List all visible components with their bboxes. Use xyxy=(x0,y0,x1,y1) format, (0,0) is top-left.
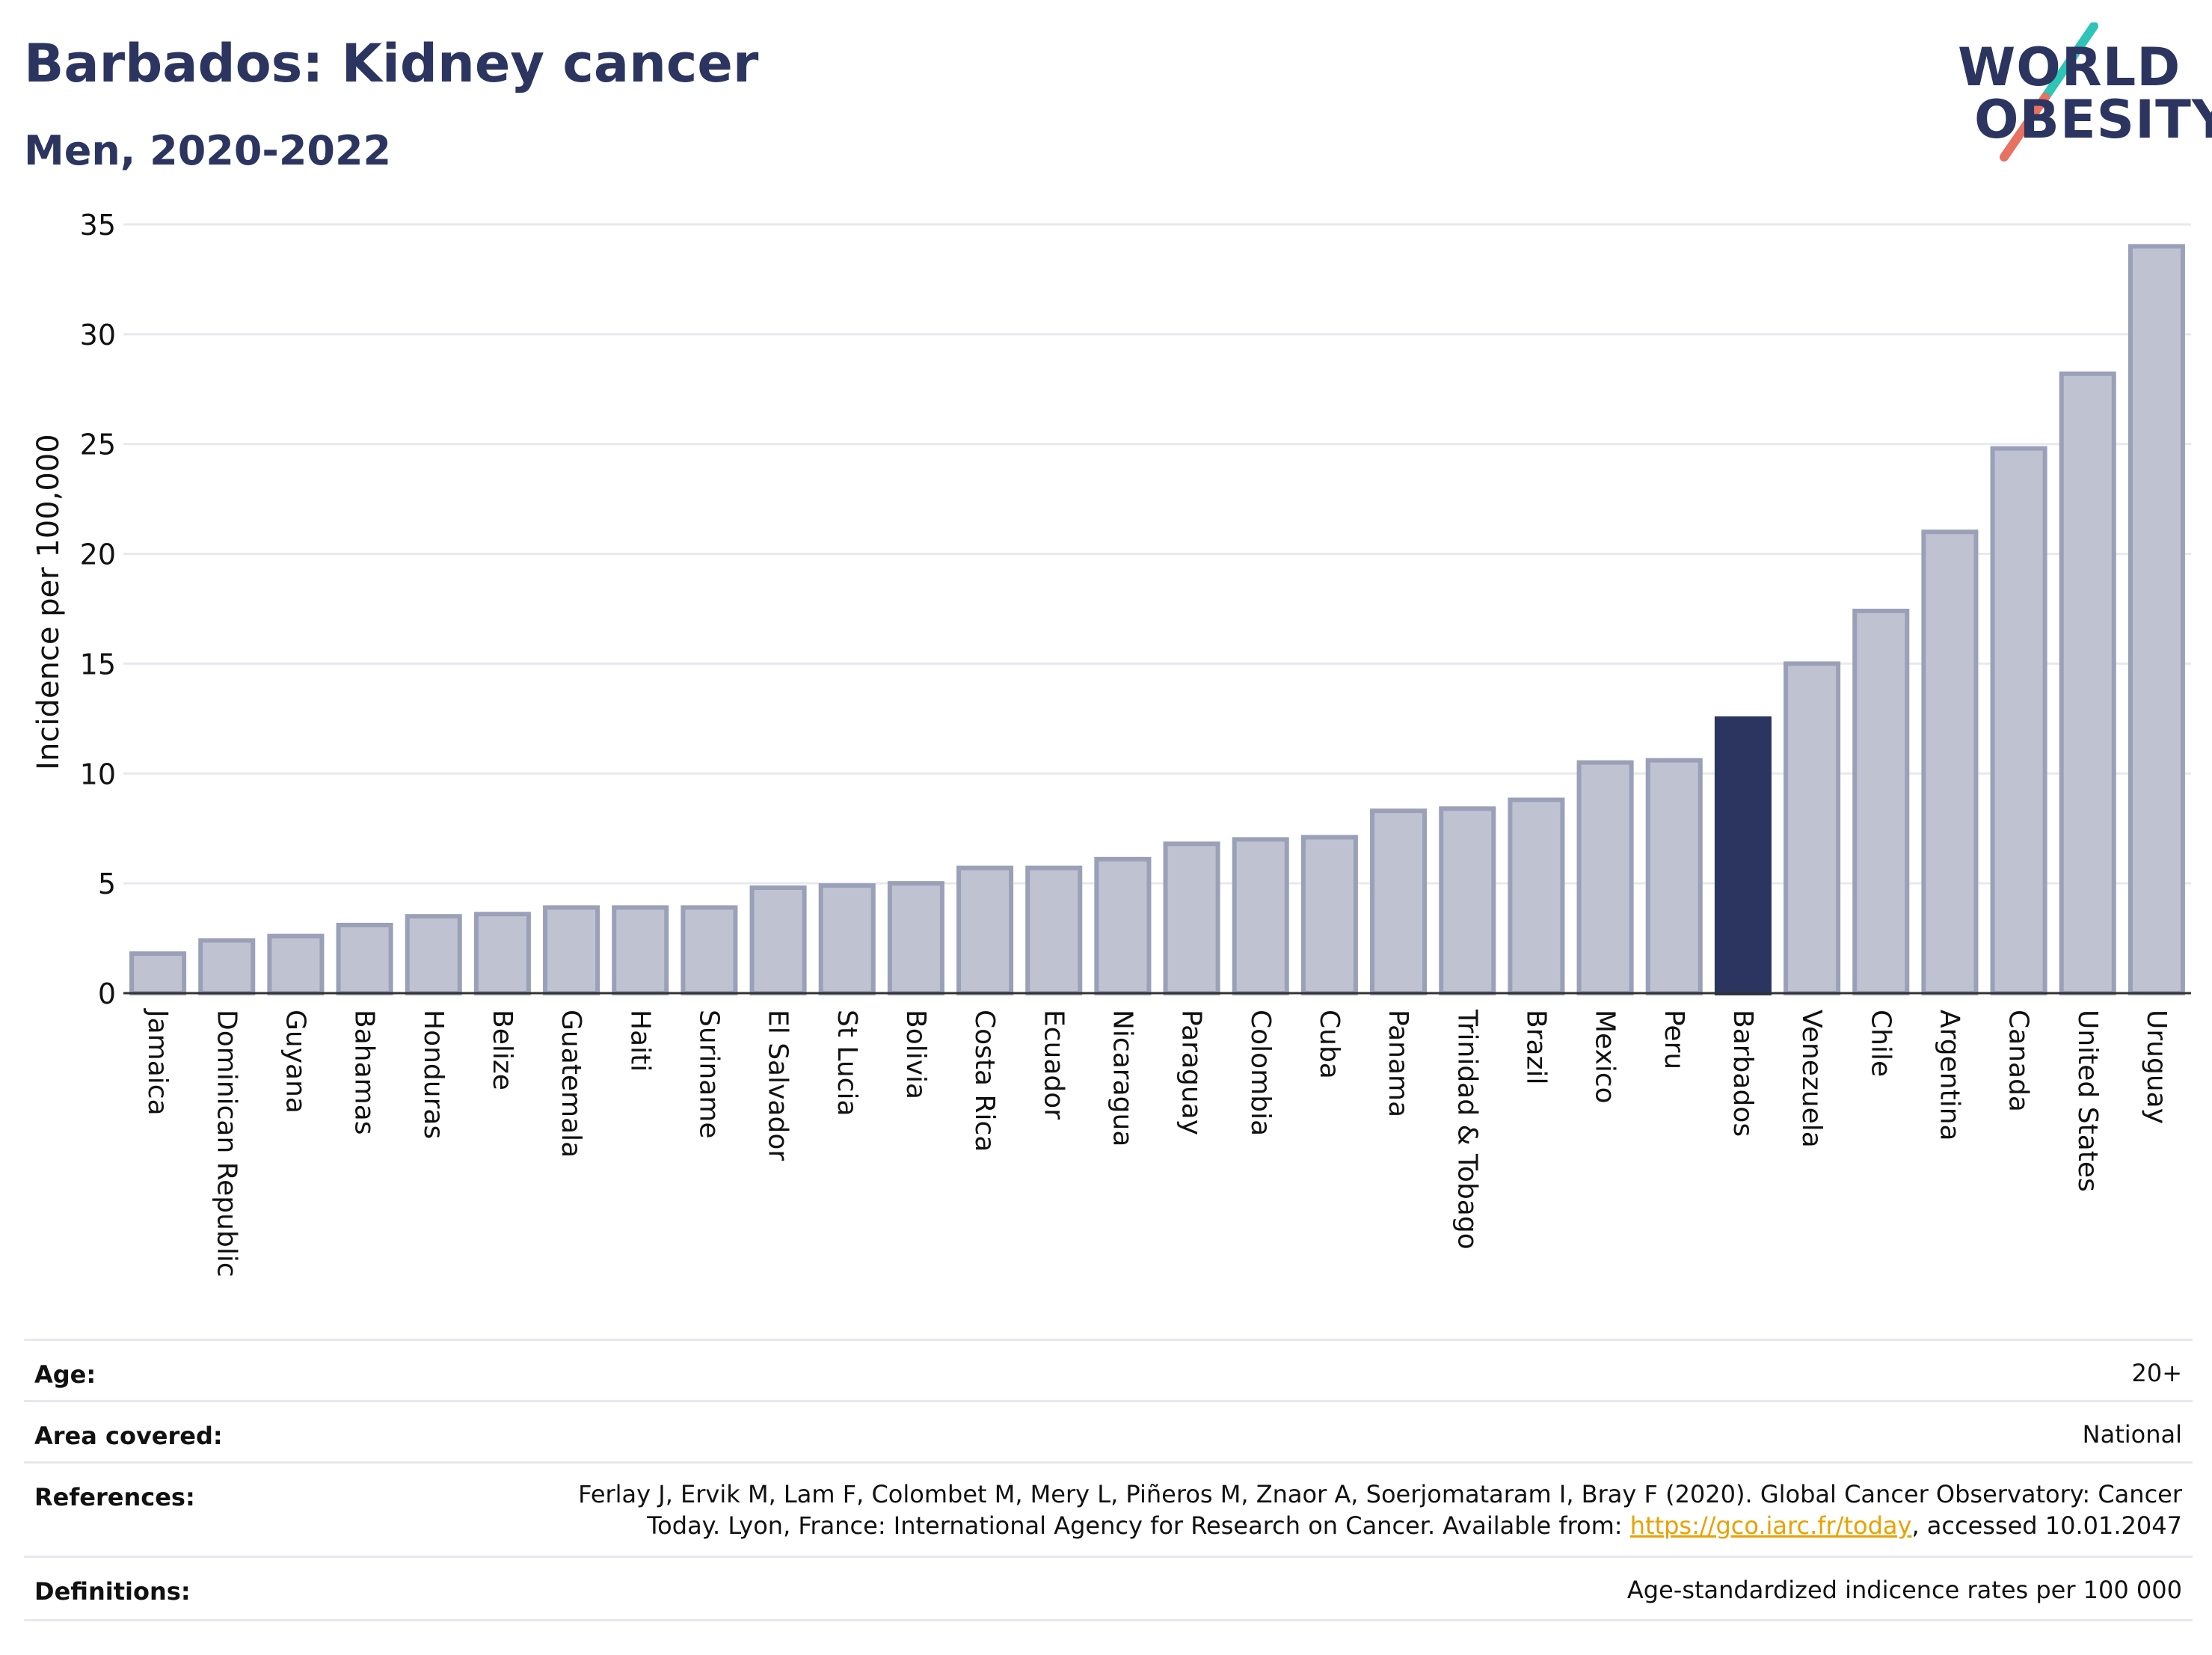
bar-honduras xyxy=(405,914,462,995)
info-row-area: Area covered: National xyxy=(24,1400,2193,1464)
info-row-age: Age: 20+ xyxy=(24,1339,2193,1402)
logo-text-world: WORLD xyxy=(1958,37,2181,98)
definitions-label: Definitions: xyxy=(34,1577,191,1606)
logo-slash-icon xyxy=(2000,22,2098,162)
bar-suriname xyxy=(681,905,738,995)
references-line2-pre: Today. Lyon, France: International Agenc… xyxy=(647,1511,1630,1540)
bar-barbados xyxy=(1714,716,1772,995)
x-tick-label: Peru xyxy=(1659,1010,1689,1069)
bar-argentina xyxy=(1921,529,1979,995)
bar-nicaragua xyxy=(1094,856,1152,995)
bar-trinidad-tobago xyxy=(1439,806,1496,996)
chart-title: Barbados: Kidney cancer xyxy=(24,33,759,94)
x-tick-label: St Lucia xyxy=(832,1010,862,1117)
x-tick-label: Argentina xyxy=(1934,1010,1964,1141)
x-tick-label: Jamaica xyxy=(142,1008,173,1116)
x-tick-label: Colombia xyxy=(1245,1010,1276,1136)
y-axis-label: Incidence per 100,000 xyxy=(31,434,66,770)
bar-guatemala xyxy=(543,905,600,995)
age-value: 20+ xyxy=(2131,1359,2182,1387)
y-tick-label: 30 xyxy=(80,319,116,351)
x-tick-label: Honduras xyxy=(418,1010,449,1139)
x-tick-label: Brazil xyxy=(1520,1010,1551,1084)
references-link[interactable]: https://gco.iarc.fr/today xyxy=(1629,1511,1912,1540)
definitions-value: Age-standardized indicence rates per 100… xyxy=(1626,1576,2182,1604)
x-tick-label: Panama xyxy=(1383,1010,1413,1117)
bar-united-states xyxy=(2059,371,2116,995)
bar-guyana xyxy=(267,933,325,995)
info-row-definitions: Definitions: Age-standardized indicence … xyxy=(24,1556,2193,1621)
x-tick-label: Belize xyxy=(487,1010,517,1090)
bar-cuba xyxy=(1300,835,1358,996)
x-tick-label: Ecuador xyxy=(1038,1010,1069,1120)
area-value: National xyxy=(2082,1420,2182,1449)
bar-panama xyxy=(1370,808,1428,996)
y-tick-label: 10 xyxy=(80,758,116,790)
x-tick-label: Nicaragua xyxy=(1107,1010,1137,1146)
y-tick-label: 5 xyxy=(98,868,116,900)
area-label: Area covered: xyxy=(34,1422,223,1450)
bar-peru xyxy=(1645,758,1703,995)
chart-subtitle: Men, 2020-2022 xyxy=(24,127,392,174)
references-line2-post: , accessed 10.01.2047 xyxy=(1911,1511,2182,1540)
info-row-references: References: Ferlay J, Ervik M, Lam F, Co… xyxy=(24,1461,2193,1558)
x-tick-label: Canada xyxy=(2003,1010,2034,1112)
x-tick-label: Barbados xyxy=(1727,1010,1758,1137)
bar-canada xyxy=(1990,446,2047,995)
bar-dominican-republic xyxy=(198,938,256,995)
bar-el-salvador xyxy=(749,885,807,995)
x-tick-label: United States xyxy=(2072,1010,2103,1192)
x-tick-label: Mexico xyxy=(1590,1010,1620,1104)
x-tick-label: Bolivia xyxy=(900,1010,931,1099)
references-label: References: xyxy=(34,1483,195,1511)
bars xyxy=(129,244,2185,996)
references-line2: Today. Lyon, France: International Agenc… xyxy=(578,1510,2182,1541)
y-tick-label: 25 xyxy=(80,429,116,461)
references-line1: Ferlay J, Ervik M, Lam F, Colombet M, Me… xyxy=(578,1480,2182,1508)
bar-st-lucia xyxy=(818,883,876,995)
bar-costa-rica xyxy=(956,865,1014,996)
x-tick-label: Suriname xyxy=(693,1010,724,1139)
x-tick-label: Haiti xyxy=(624,1010,655,1072)
y-axis-ticks: 0 5 10 15 20 25 30 35 xyxy=(80,209,116,1010)
x-tick-label: Dominican Republic xyxy=(211,1010,242,1277)
bar-haiti xyxy=(612,905,669,995)
grid-lines xyxy=(123,223,2191,885)
x-tick-label: Guyana xyxy=(280,1010,310,1114)
y-tick-label: 15 xyxy=(80,648,116,681)
x-tick-label: Chile xyxy=(1865,1010,1896,1077)
bar-bolivia xyxy=(887,881,944,995)
bar-jamaica xyxy=(129,951,187,996)
x-tick-label: Venezuela xyxy=(1796,1010,1827,1148)
y-tick-label: 20 xyxy=(80,538,116,571)
x-tick-label: Guatemala xyxy=(556,1010,586,1158)
y-tick-label: 35 xyxy=(80,209,116,242)
bar-belize xyxy=(473,912,531,995)
bar-chart: 0 5 10 15 20 25 30 35 Jamaica Dominican Republic… xyxy=(31,209,2191,1277)
x-axis-ticks: Jamaica Dominican Republic Guyana Bahamas Ho… xyxy=(142,1008,2172,1277)
x-tick-label: Trinidad & Tobago xyxy=(1451,1009,1482,1250)
bar-paraguay xyxy=(1163,841,1220,995)
logo-text-obesity: OBESITY xyxy=(1974,89,2212,150)
x-tick-label: Paraguay xyxy=(1176,1010,1207,1135)
x-tick-label: Costa Rica xyxy=(969,1010,1000,1152)
bar-brazil xyxy=(1508,797,1565,995)
bar-uruguay xyxy=(2127,244,2185,996)
bar-venezuela xyxy=(1784,661,1841,996)
bar-mexico xyxy=(1576,760,1634,995)
bar-ecuador xyxy=(1025,865,1083,996)
y-tick-label: 0 xyxy=(98,977,116,1010)
bar-chile xyxy=(1852,608,1910,995)
x-tick-label: Bahamas xyxy=(349,1010,380,1135)
bar-colombia xyxy=(1232,837,1289,996)
references-value: Ferlay J, Ervik M, Lam F, Colombet M, Me… xyxy=(578,1479,2182,1541)
age-label: Age: xyxy=(34,1360,96,1389)
x-tick-label: Cuba xyxy=(1314,1010,1345,1079)
x-tick-label: El Salvador xyxy=(763,1010,793,1161)
x-tick-label: Uruguay xyxy=(2141,1010,2172,1124)
bar-bahamas xyxy=(336,922,393,996)
